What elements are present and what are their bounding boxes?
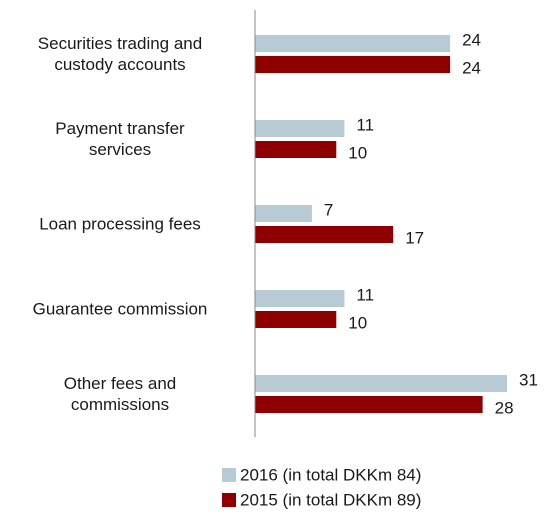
bar (255, 396, 483, 413)
value-label: 7 (324, 200, 333, 219)
value-label: 24 (462, 58, 481, 77)
category-label: Payment transfer services (55, 119, 185, 159)
value-label: 24 (462, 30, 481, 49)
value-label: 11 (356, 285, 374, 304)
legend-swatch (222, 493, 236, 507)
value-label: 11 (356, 115, 374, 134)
value-label: 28 (495, 398, 514, 417)
category-label: Securities trading and custody accounts (37, 34, 203, 74)
bar (255, 35, 451, 52)
value-label: 10 (348, 313, 367, 332)
legend-label: 2016 (in total DKKm 84) (240, 465, 421, 484)
bar (255, 311, 337, 328)
bar (255, 205, 312, 222)
bar (255, 375, 507, 392)
bar (255, 226, 394, 243)
value-label: 31 (519, 370, 538, 389)
category-label: Guarantee commission (32, 299, 208, 319)
bar (255, 56, 451, 73)
value-label: 17 (405, 228, 424, 247)
category-label: Other fees and commissions (63, 374, 177, 414)
legend-swatch (222, 468, 236, 482)
bar (255, 141, 337, 158)
category-label: Loan processing fees (39, 214, 201, 234)
legend-label: 2015 (in total DKKm 89) (240, 490, 421, 509)
value-label: 10 (348, 143, 367, 162)
bar (255, 120, 345, 137)
bar (255, 290, 345, 307)
